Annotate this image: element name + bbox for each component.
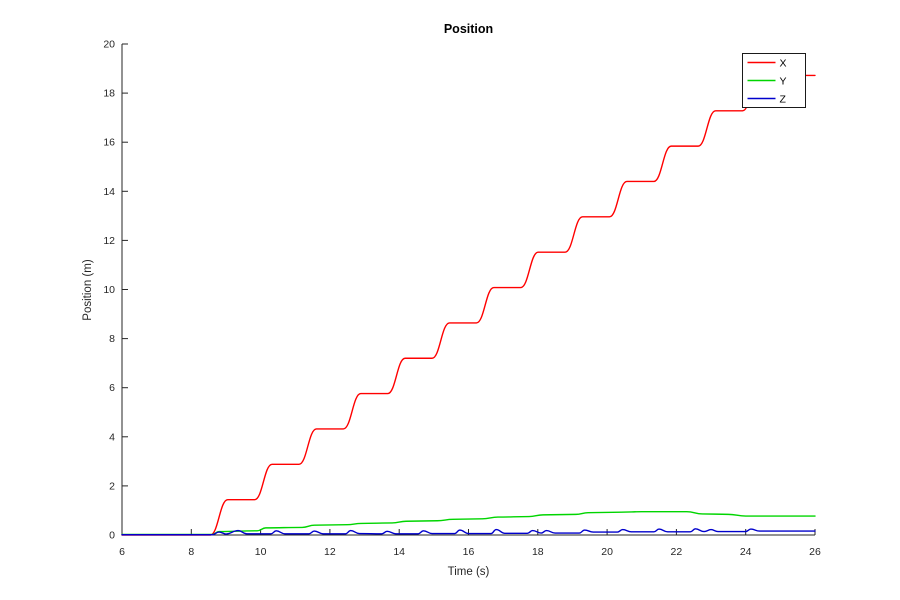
y-tick-label: 8	[109, 333, 115, 345]
x-tick-label: 12	[324, 546, 336, 558]
x-axis-label: Time (s)	[448, 566, 490, 578]
y-tick-label: 14	[103, 186, 115, 198]
x-tick-label: 18	[532, 546, 544, 558]
y-tick-label: 2	[109, 480, 115, 492]
x-tick-label: 20	[601, 546, 613, 558]
y-tick-label: 0	[109, 530, 115, 542]
series-lines	[121, 74, 816, 536]
x-tick-label: 16	[463, 546, 475, 558]
x-tick-label: 26	[809, 546, 821, 558]
series-line-y	[121, 510, 816, 536]
chart-title: Position	[444, 22, 493, 36]
y-tick-label: 20	[103, 39, 115, 51]
legend-label-x: X	[780, 57, 787, 69]
y-tick-label: 6	[109, 382, 115, 394]
x-tick-label: 6	[119, 546, 125, 558]
y-tick-label: 4	[109, 431, 115, 443]
x-tick-label: 10	[255, 546, 267, 558]
y-axis-label: Position (m)	[82, 259, 94, 321]
y-tick-label: 12	[103, 235, 115, 247]
y-tick-label: 16	[103, 137, 115, 149]
x-tick-label: 14	[393, 546, 405, 558]
series-line-z	[121, 528, 816, 536]
x-tick-label: 22	[671, 546, 683, 558]
legend: XYZ	[742, 53, 806, 108]
legend-label-z: Z	[780, 93, 787, 105]
x-tick-label: 8	[188, 546, 194, 558]
x-tick-label: 24	[740, 546, 752, 558]
y-tick-label: 18	[103, 88, 115, 100]
series-line-x	[121, 74, 816, 536]
legend-label-y: Y	[780, 75, 787, 87]
y-tick-label: 10	[103, 284, 115, 296]
